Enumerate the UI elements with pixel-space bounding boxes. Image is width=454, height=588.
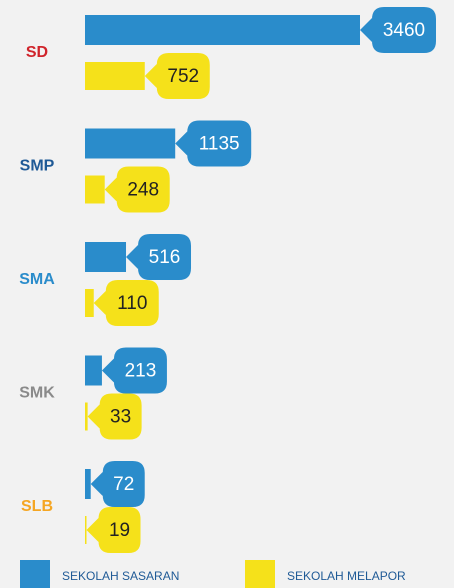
value-label: 1135 (199, 134, 240, 155)
bar (85, 175, 105, 204)
value-label: 213 (125, 361, 157, 382)
bar (85, 15, 360, 45)
legend-swatch (245, 560, 275, 588)
bar (85, 289, 94, 317)
value-label: 72 (113, 474, 134, 495)
value-bubble (87, 393, 142, 440)
legend-label: SEKOLAH SASARAN (62, 569, 179, 583)
category-label: SD (26, 44, 48, 61)
value-bubble (104, 166, 170, 213)
value-bubble (126, 234, 192, 280)
bar (85, 62, 145, 90)
legend-label: SEKOLAH MELAPOR (287, 569, 406, 583)
category-label: SMK (19, 385, 55, 402)
category-label: SLB (21, 498, 53, 515)
value-bubble (93, 280, 159, 326)
bar (85, 402, 88, 431)
value-bubble (144, 53, 210, 99)
bar (85, 355, 102, 386)
value-bubble (86, 507, 141, 553)
value-label: 110 (117, 293, 147, 314)
category-label: SMA (19, 271, 55, 288)
value-bubble (90, 461, 145, 507)
bar (85, 242, 127, 272)
value-bubble (175, 120, 252, 167)
bar (85, 469, 91, 499)
category-label: SMP (20, 158, 55, 175)
value-label: 516 (149, 247, 181, 268)
value-label: 752 (167, 66, 199, 87)
value-label: 3460 (383, 20, 425, 41)
legend-swatch (20, 560, 50, 588)
bar (85, 128, 176, 159)
value-label: 33 (110, 407, 131, 428)
value-bubble (360, 7, 436, 53)
value-bubble (101, 347, 167, 394)
bar (85, 516, 87, 544)
value-label: 19 (109, 520, 130, 541)
value-label: 248 (127, 180, 159, 201)
